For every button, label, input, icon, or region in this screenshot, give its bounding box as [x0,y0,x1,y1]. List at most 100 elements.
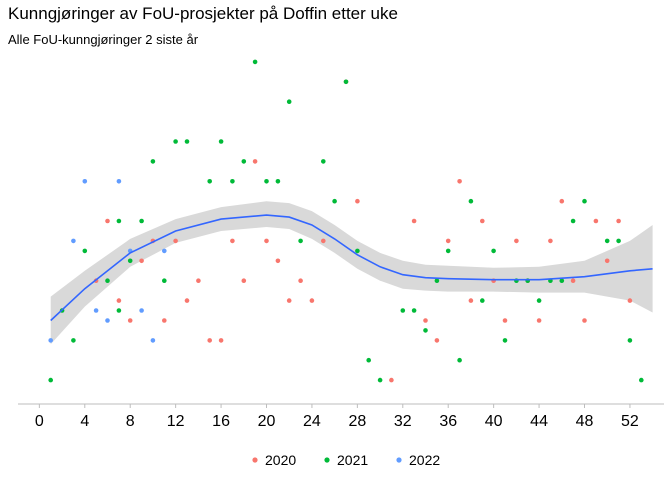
data-point-2021 [48,377,53,383]
smooth-line [50,214,653,322]
data-point-2021 [366,357,372,363]
data-point-2021 [173,139,178,144]
data-point-2021 [411,308,417,313]
data-point-2020 [627,298,633,303]
data-point-2020 [230,238,235,244]
x-tick-label: 52 [621,413,639,430]
data-point-2021 [150,159,156,164]
chart-title: Kunngjøringer av FoU-prosjekter på Doffi… [8,4,398,23]
data-point-2020 [298,278,303,284]
legend-key-2021 [324,457,330,463]
data-point-2021 [457,357,462,363]
data-point-2021 [400,308,406,313]
x-tick-label: 16 [212,413,230,430]
data-point-2021 [639,377,644,383]
data-point-2020 [116,298,122,303]
x-tick-label: 44 [530,413,548,430]
data-point-2021 [241,159,247,164]
legend-label-2020: 2020 [265,452,296,468]
data-point-2021 [252,59,258,65]
data-point-2021 [468,198,474,204]
data-point-2020 [139,258,144,264]
x-tick-label: 20 [258,413,276,430]
legend-label-2021: 2021 [337,452,368,468]
data-point-2020 [582,318,587,323]
data-point-2021 [264,179,269,184]
data-point-2021 [207,179,212,184]
x-tick-label: 36 [439,413,457,430]
data-point-2020 [548,238,553,244]
data-point-2020 [196,278,201,284]
data-point-2021 [286,99,292,104]
data-point-2020 [423,318,428,323]
data-point-2021 [377,377,383,383]
data-point-2021 [434,278,440,284]
data-point-2020 [434,338,440,343]
data-point-2021 [491,248,496,254]
data-point-2021 [570,218,576,224]
data-point-2020 [173,238,178,244]
data-point-2020 [286,298,292,303]
x-tick-label: 12 [167,413,185,430]
data-point-2020 [105,218,110,224]
data-point-2021 [321,159,326,164]
x-tick-label: 24 [303,413,321,430]
data-point-2021 [343,79,349,85]
data-point-2021 [604,238,610,244]
data-point-2021 [627,338,633,343]
data-point-2022 [162,248,167,254]
data-point-2021 [127,258,133,264]
data-point-2020 [559,198,565,204]
data-point-2020 [616,218,621,224]
data-point-2021 [275,179,281,184]
data-point-2020 [536,318,542,323]
data-point-2020 [207,338,212,343]
x-tick-label: 32 [394,413,412,430]
data-point-2021 [105,278,110,284]
data-point-2020 [445,238,451,244]
data-point-2022 [93,308,99,313]
x-tick-label: 28 [348,413,366,430]
data-point-2021 [502,338,508,343]
data-point-2022 [116,179,122,184]
data-point-2021 [184,139,190,144]
data-point-2020 [355,198,360,204]
data-point-2022 [150,338,156,343]
data-point-2020 [457,179,462,184]
data-point-2021 [116,308,122,313]
data-point-2021 [162,278,167,284]
data-point-2020 [570,278,576,284]
data-point-2020 [162,318,167,323]
data-point-2020 [604,258,610,264]
data-point-2021 [616,238,621,244]
data-point-2021 [71,338,76,343]
x-tick-label: 0 [35,413,44,430]
data-point-2021 [332,198,337,204]
data-point-2020 [309,298,315,303]
data-point-2021 [480,298,485,303]
data-point-2022 [139,308,144,313]
x-tick-label: 4 [80,413,89,430]
data-point-2020 [480,218,485,224]
data-point-2021 [559,278,565,284]
data-point-2020 [411,218,417,224]
legend-key-2022 [396,457,402,463]
data-point-2020 [184,298,190,303]
data-point-2021 [423,328,428,333]
data-point-2020 [252,159,258,164]
data-point-2020 [241,278,247,284]
data-point-2020 [502,318,508,323]
chart-subtitle: Alle FoU-kunngjøringer 2 siste år [8,32,199,47]
data-point-2021 [582,198,587,204]
data-point-2020 [264,238,269,244]
data-point-2022 [105,318,110,323]
legend-key-2020 [252,457,258,463]
x-tick-label: 8 [126,413,135,430]
data-point-2020 [127,318,133,323]
data-point-2021 [218,139,224,144]
data-point-2021 [82,248,88,254]
data-point-2022 [48,338,53,343]
data-point-2022 [71,238,76,244]
